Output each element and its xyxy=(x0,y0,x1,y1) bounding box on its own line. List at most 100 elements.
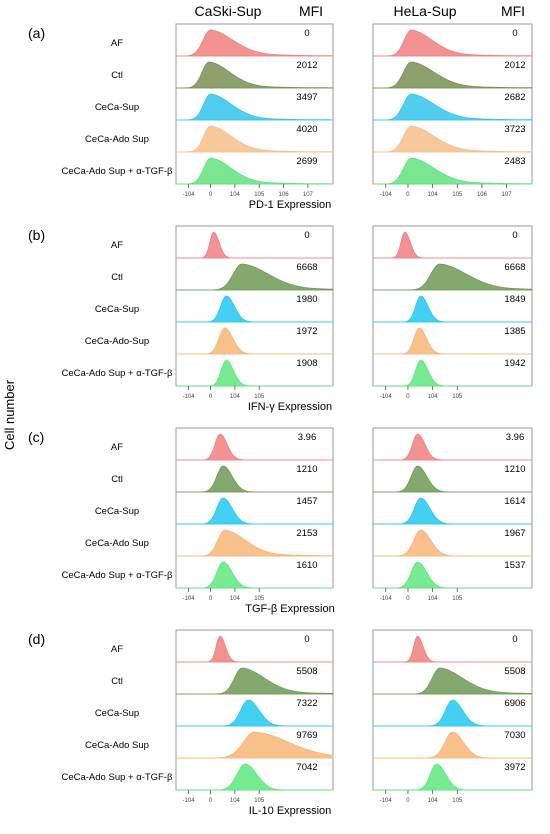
mfi-value: 1980 xyxy=(296,294,317,305)
x-tick-label: -104 xyxy=(380,596,393,602)
histogram-4 xyxy=(176,529,334,557)
histogram-3 xyxy=(176,699,333,727)
x-tick-label: 0 xyxy=(406,596,410,602)
mfi-value: 1967 xyxy=(504,528,525,539)
x-tick-label: 0 xyxy=(406,798,410,804)
mfi-value: 6668 xyxy=(504,262,525,273)
histogram-1 xyxy=(373,635,532,663)
x-tick-label: 106 xyxy=(477,192,488,198)
histogram-5 xyxy=(373,359,532,387)
x-tick-label: 107 xyxy=(303,192,314,198)
mfi-value: 5508 xyxy=(296,666,317,677)
histogram-3 xyxy=(176,93,334,121)
histogram-2 xyxy=(176,263,334,291)
mfi-value: 2012 xyxy=(296,60,317,71)
x-tick-label: 104 xyxy=(230,798,241,804)
x-tick-label: 0 xyxy=(406,192,410,198)
histogram-4 xyxy=(373,731,532,759)
row-label: Ctl xyxy=(111,676,123,687)
histogram-2 xyxy=(373,667,533,695)
x-tick-label: -104 xyxy=(183,798,196,804)
x-tick-label: 105 xyxy=(254,394,265,400)
mfi-value: 0 xyxy=(512,28,517,39)
x-axis-label: IFN-γ Expression xyxy=(248,401,332,413)
mfi-value: 0 xyxy=(304,28,309,39)
x-axis-label: PD-1 Expression xyxy=(249,199,332,211)
histogram-4 xyxy=(176,125,334,153)
hela-column: 3.96 1210 1614 1967 1537 -104 0 104 105 xyxy=(372,427,533,602)
histogram-4 xyxy=(373,529,532,557)
x-axis-label: IL-10 Expression xyxy=(249,805,332,817)
x-tick-label: 105 xyxy=(452,394,463,400)
x-tick-label: 104 xyxy=(428,596,439,602)
mfi-value: 0 xyxy=(512,634,517,645)
x-tick-label: 0 xyxy=(209,192,213,198)
histogram-1 xyxy=(373,231,532,259)
panel-b: (b) AF Ctl CeCa-Sup CeCa-Ado-Sup CeCa-Ado Sup… xyxy=(28,225,533,413)
histogram-2 xyxy=(373,61,533,89)
mfi-value: 2012 xyxy=(504,60,525,71)
mfi-value: 3.96 xyxy=(298,432,317,443)
row-label: CeCa-Ado Sup + α-TGF-β xyxy=(61,166,173,177)
mfi-value: 2153 xyxy=(296,528,317,539)
x-tick-label: 105 xyxy=(452,596,463,602)
histogram-2 xyxy=(176,465,333,493)
row-label: CeCa-Sup xyxy=(95,506,139,517)
histogram-1 xyxy=(373,29,533,57)
mfi-value: 1537 xyxy=(504,560,525,571)
histogram-3 xyxy=(373,699,532,727)
mfi-value: 1942 xyxy=(504,358,525,369)
histogram-5 xyxy=(176,157,334,185)
row-label: CeCa-Ado Sup + α-TGF-β xyxy=(61,772,173,783)
mfi-value: 1908 xyxy=(296,358,317,369)
panel-c: (c) AF Ctl CeCa-Sup CeCa-Ado Sup CeCa-Ado Sup… xyxy=(28,427,533,615)
mfi-value: 0 xyxy=(304,634,309,645)
mfi-value: 0 xyxy=(304,230,309,241)
x-tick-label: 104 xyxy=(230,394,241,400)
panel-letter: (b) xyxy=(28,227,45,243)
panel-letter: (c) xyxy=(28,429,44,445)
histogram-4 xyxy=(176,731,334,759)
hela-column: 0 5508 6906 7030 3972 -104 0 104 105 xyxy=(372,629,533,804)
x-tick-label: 104 xyxy=(230,596,241,602)
x-tick-label: 105 xyxy=(254,596,265,602)
row-label: CeCa-Ado Sup xyxy=(85,538,149,549)
histogram-4 xyxy=(176,327,333,355)
mfi-value: 3723 xyxy=(504,124,525,135)
histogram-1 xyxy=(176,433,333,461)
histogram-5 xyxy=(373,561,532,589)
mfi-value: 3972 xyxy=(504,762,525,773)
histogram-1 xyxy=(176,29,334,57)
header-hela-title: HeLa-Sup xyxy=(393,3,456,19)
header-caski-title: CaSki-Sup xyxy=(195,3,262,19)
x-tick-label: -104 xyxy=(183,394,196,400)
mfi-value: 6668 xyxy=(296,262,317,273)
histogram-4 xyxy=(373,327,532,355)
histogram-3 xyxy=(373,497,532,525)
histogram-1 xyxy=(373,433,532,461)
x-tick-label: 107 xyxy=(502,192,513,198)
x-tick-label: 0 xyxy=(209,596,213,602)
mfi-value: 7030 xyxy=(504,730,525,741)
panel-d: (d) AF Ctl CeCa-Sup CeCa-Ado Sup CeCa-Ado Sup… xyxy=(28,629,533,817)
mfi-value: 1849 xyxy=(504,294,525,305)
row-label: CeCa-Ado-Sup xyxy=(85,336,149,347)
mfi-value: 6906 xyxy=(504,698,525,709)
mfi-value: 1210 xyxy=(296,464,317,475)
mfi-value: 1972 xyxy=(296,326,317,337)
x-tick-label: 105 xyxy=(254,798,265,804)
histogram-5 xyxy=(373,157,533,185)
row-label: Ctl xyxy=(111,474,123,485)
panel-letter: (a) xyxy=(28,25,45,41)
row-label: Ctl xyxy=(111,70,123,81)
hela-column: 0 2012 2682 3723 2483 -104 0 104 105 106 107 xyxy=(372,23,533,198)
x-tick-label: -104 xyxy=(380,798,393,804)
histogram-5 xyxy=(176,359,333,387)
mfi-value: 1614 xyxy=(504,496,525,507)
histogram-3 xyxy=(176,497,333,525)
histogram-2 xyxy=(373,465,532,493)
histogram-5 xyxy=(176,561,333,589)
caski-column: 0 6668 1980 1972 1908 -104 0 104 105 xyxy=(175,225,334,400)
x-tick-label: 104 xyxy=(428,192,439,198)
